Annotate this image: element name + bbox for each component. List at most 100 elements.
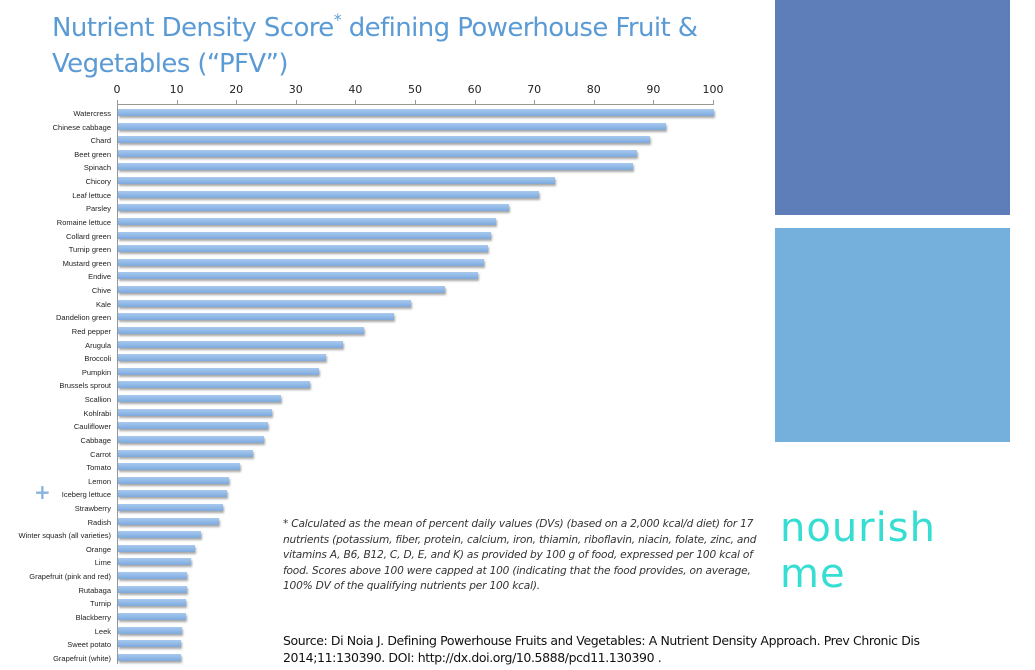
bar <box>118 558 191 566</box>
bar-chart: 0 10 20 30 40 50 60 70 80 90 100 Watercress Chinese … <box>0 80 760 670</box>
chart-row: Mustard green <box>0 257 760 270</box>
chart-row: Iceberg lettuce <box>0 488 760 501</box>
chart-row: Pumpkin <box>0 366 760 379</box>
category-label: Leaf lettuce <box>72 190 111 200</box>
chart-row: Watercress <box>0 107 760 120</box>
category-label: Lime <box>94 558 111 568</box>
bar <box>118 326 365 334</box>
category-label: Strawberry <box>74 503 111 513</box>
chart-row: Dandelion green <box>0 311 760 324</box>
chart-row: Arugula <box>0 339 760 352</box>
chart-row: Rutabaga <box>0 584 760 597</box>
title-asterisk: * <box>333 10 342 29</box>
chart-row: Cabbage <box>0 434 760 447</box>
bar <box>118 258 484 266</box>
bar <box>118 190 540 198</box>
bar <box>118 299 411 307</box>
category-label: Rutabaga <box>78 585 111 595</box>
x-tick-mark <box>176 100 178 105</box>
category-label: Chard <box>90 136 111 146</box>
bar <box>118 136 651 144</box>
x-tick-label: 80 <box>586 83 601 96</box>
category-label: Spinach <box>83 163 111 173</box>
category-label: Radish <box>87 517 111 527</box>
category-label: Winter squash (all varieties) <box>18 531 111 541</box>
category-label: Lemon <box>88 476 111 486</box>
bar <box>118 217 497 225</box>
x-tick-label: 90 <box>646 83 661 96</box>
chart-row: Leek <box>0 625 760 638</box>
bar <box>118 435 265 443</box>
category-label: Brussels sprout <box>59 381 111 391</box>
page-title: Nutrient Density Score* defining Powerho… <box>52 10 762 82</box>
x-tick-label: 50 <box>408 83 422 96</box>
title-main: Nutrient Density Score <box>52 13 334 43</box>
category-label: Iceberg lettuce <box>61 490 111 500</box>
bar <box>118 422 268 430</box>
x-tick-label: 70 <box>527 83 542 96</box>
chart-row: Spinach <box>0 161 760 174</box>
brand-line-1: nourish <box>780 505 936 551</box>
bar <box>118 177 556 185</box>
category-label: Beet green <box>74 149 111 159</box>
category-label: Chinese cabbage <box>52 122 111 132</box>
bar <box>118 340 343 348</box>
category-label: Endive <box>88 272 111 282</box>
category-label: Chive <box>91 286 111 296</box>
bar <box>118 503 223 511</box>
chart-row: Tomato <box>0 461 760 474</box>
bar <box>118 544 195 552</box>
category-label: Grapefruit (pink and red) <box>29 572 111 582</box>
x-tick-mark <box>295 100 297 105</box>
category-label: Grapefruit (white) <box>53 653 111 663</box>
category-label: Broccoli <box>84 354 111 364</box>
bar <box>118 476 230 484</box>
bar <box>118 272 478 280</box>
x-tick-mark <box>713 100 714 105</box>
x-tick-label: 40 <box>348 83 363 96</box>
chart-row: Turnip green <box>0 243 760 256</box>
x-tick-label: 20 <box>229 83 244 96</box>
x-tick-mark <box>236 100 238 105</box>
chart-row: Collard green <box>0 230 760 243</box>
bar <box>118 449 253 457</box>
chart-row: Kohlrabi <box>0 407 760 420</box>
x-tick-mark <box>653 100 655 105</box>
x-tick-mark <box>593 100 595 105</box>
chart-row: Chicory <box>0 175 760 188</box>
bar <box>118 354 326 362</box>
bar <box>118 612 186 620</box>
bar <box>118 408 273 416</box>
bar <box>118 640 181 648</box>
chart-row: Carrot <box>0 448 760 461</box>
bar <box>118 109 714 116</box>
chart-row: Blackberry <box>0 611 760 624</box>
chart-row: Romaine lettuce <box>0 216 760 229</box>
y-axis-line <box>117 104 118 664</box>
chart-row: Parsley <box>0 202 760 215</box>
bar <box>118 149 638 157</box>
category-label: Blackberry <box>75 612 111 622</box>
x-tick-mark <box>117 100 118 105</box>
chart-row: Scallion <box>0 393 760 406</box>
category-label: Mustard green <box>62 258 111 268</box>
category-label: Parsley <box>85 204 111 214</box>
brand-line-2: me <box>780 551 846 597</box>
chart-row: Beet green <box>0 148 760 161</box>
bar <box>118 122 667 130</box>
bar <box>118 585 188 593</box>
category-label: Pumpkin <box>81 367 111 377</box>
chart-row: Turnip <box>0 597 760 610</box>
brand-logo: nourish me <box>780 505 936 597</box>
x-tick-mark <box>415 100 416 105</box>
category-label: Carrot <box>90 449 111 459</box>
chart-row: Strawberry <box>0 502 760 515</box>
chart-row: Lime <box>0 556 760 569</box>
chart-row: Chard <box>0 134 760 147</box>
category-label: Romaine lettuce <box>56 217 111 227</box>
chart-row: Orange <box>0 543 760 556</box>
chart-row: Grapefruit (pink and red) <box>0 570 760 583</box>
category-label: Dandelion green <box>55 313 111 323</box>
chart-row: Radish <box>0 516 760 529</box>
chart-row: Lemon <box>0 475 760 488</box>
